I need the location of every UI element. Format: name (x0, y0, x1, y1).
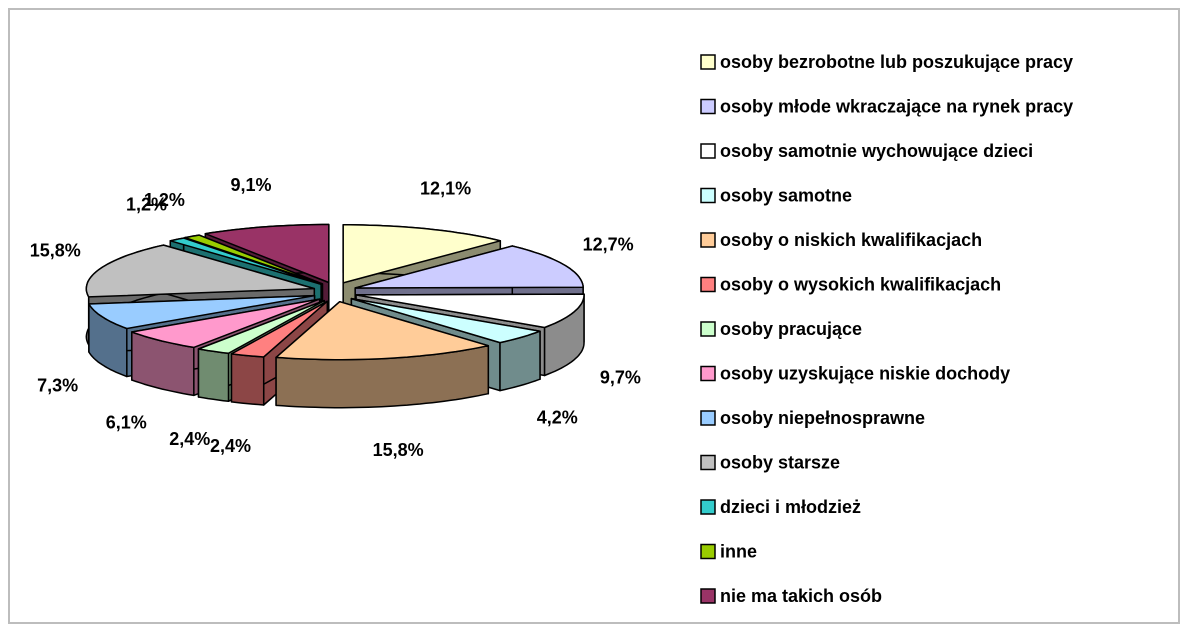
slice-top (169, 237, 322, 286)
data-label: 15,8% (30, 240, 81, 260)
data-label: 2,4% (210, 436, 251, 456)
legend-swatch (700, 187, 716, 204)
slice-top (131, 298, 321, 349)
slice-top (342, 224, 502, 284)
legend-swatch (700, 143, 716, 159)
legend-label: osoby młode wkraczające na rynek pracy (720, 96, 1073, 116)
slice-top (88, 294, 316, 330)
slice-top (350, 297, 541, 344)
legend-swatch (700, 410, 716, 426)
legend-swatch (700, 232, 716, 248)
legend-swatch (700, 499, 716, 515)
legend-label: osoby starsze (720, 452, 840, 472)
legend-label: osoby o niskich kwalifikacjach (720, 230, 982, 250)
legend-swatch (700, 588, 716, 604)
slice-outer-wall (230, 353, 265, 406)
legend-swatch (700, 98, 716, 115)
data-label: 1,2% (126, 195, 167, 215)
data-label: 12,1% (420, 178, 471, 198)
legend-label: osoby samotnie wychowujące dzieci (720, 141, 1033, 161)
data-label: 6,1% (106, 412, 147, 432)
legend-swatch (700, 543, 716, 560)
legend-swatch (700, 321, 716, 337)
legend-swatch (700, 454, 716, 471)
data-label: 15,8% (373, 440, 424, 460)
slice-top (355, 293, 585, 329)
legend-label: osoby uzyskujące niskie dochody (720, 363, 1010, 383)
slice-top (204, 223, 330, 284)
legend-label: osoby samotne (720, 185, 852, 205)
data-label: 12,7% (583, 234, 634, 254)
legend-swatch (700, 365, 716, 382)
pie-slice (275, 300, 490, 409)
legend-label: osoby o wysokich kwalifikacjach (720, 274, 1001, 294)
legend-swatch (700, 276, 716, 293)
legend-label: osoby bezrobotne lub poszukujące pracy (720, 52, 1073, 72)
slice-top (354, 245, 584, 289)
legend-label: osoby pracujące (720, 319, 862, 339)
data-label: 9,7% (600, 367, 641, 387)
legend-label: dzieci i młodzież (720, 497, 861, 517)
slice-outer-wall (197, 348, 230, 403)
slice-top (230, 300, 329, 358)
legend-label: osoby niepełnosprawne (720, 408, 925, 428)
legend-label: nie ma takich osób (720, 586, 882, 606)
legend-swatch (700, 54, 716, 70)
data-label: 1,2% (144, 190, 185, 210)
slice-top (197, 299, 326, 355)
data-label: 4,2% (537, 407, 578, 427)
data-label: 2,4% (169, 429, 210, 449)
slice-top (184, 234, 324, 285)
legend-label: inne (720, 541, 757, 561)
data-label: 7,3% (37, 375, 78, 395)
slice-top (275, 300, 490, 361)
slice-top (85, 244, 316, 298)
data-label: 9,1% (230, 175, 271, 195)
